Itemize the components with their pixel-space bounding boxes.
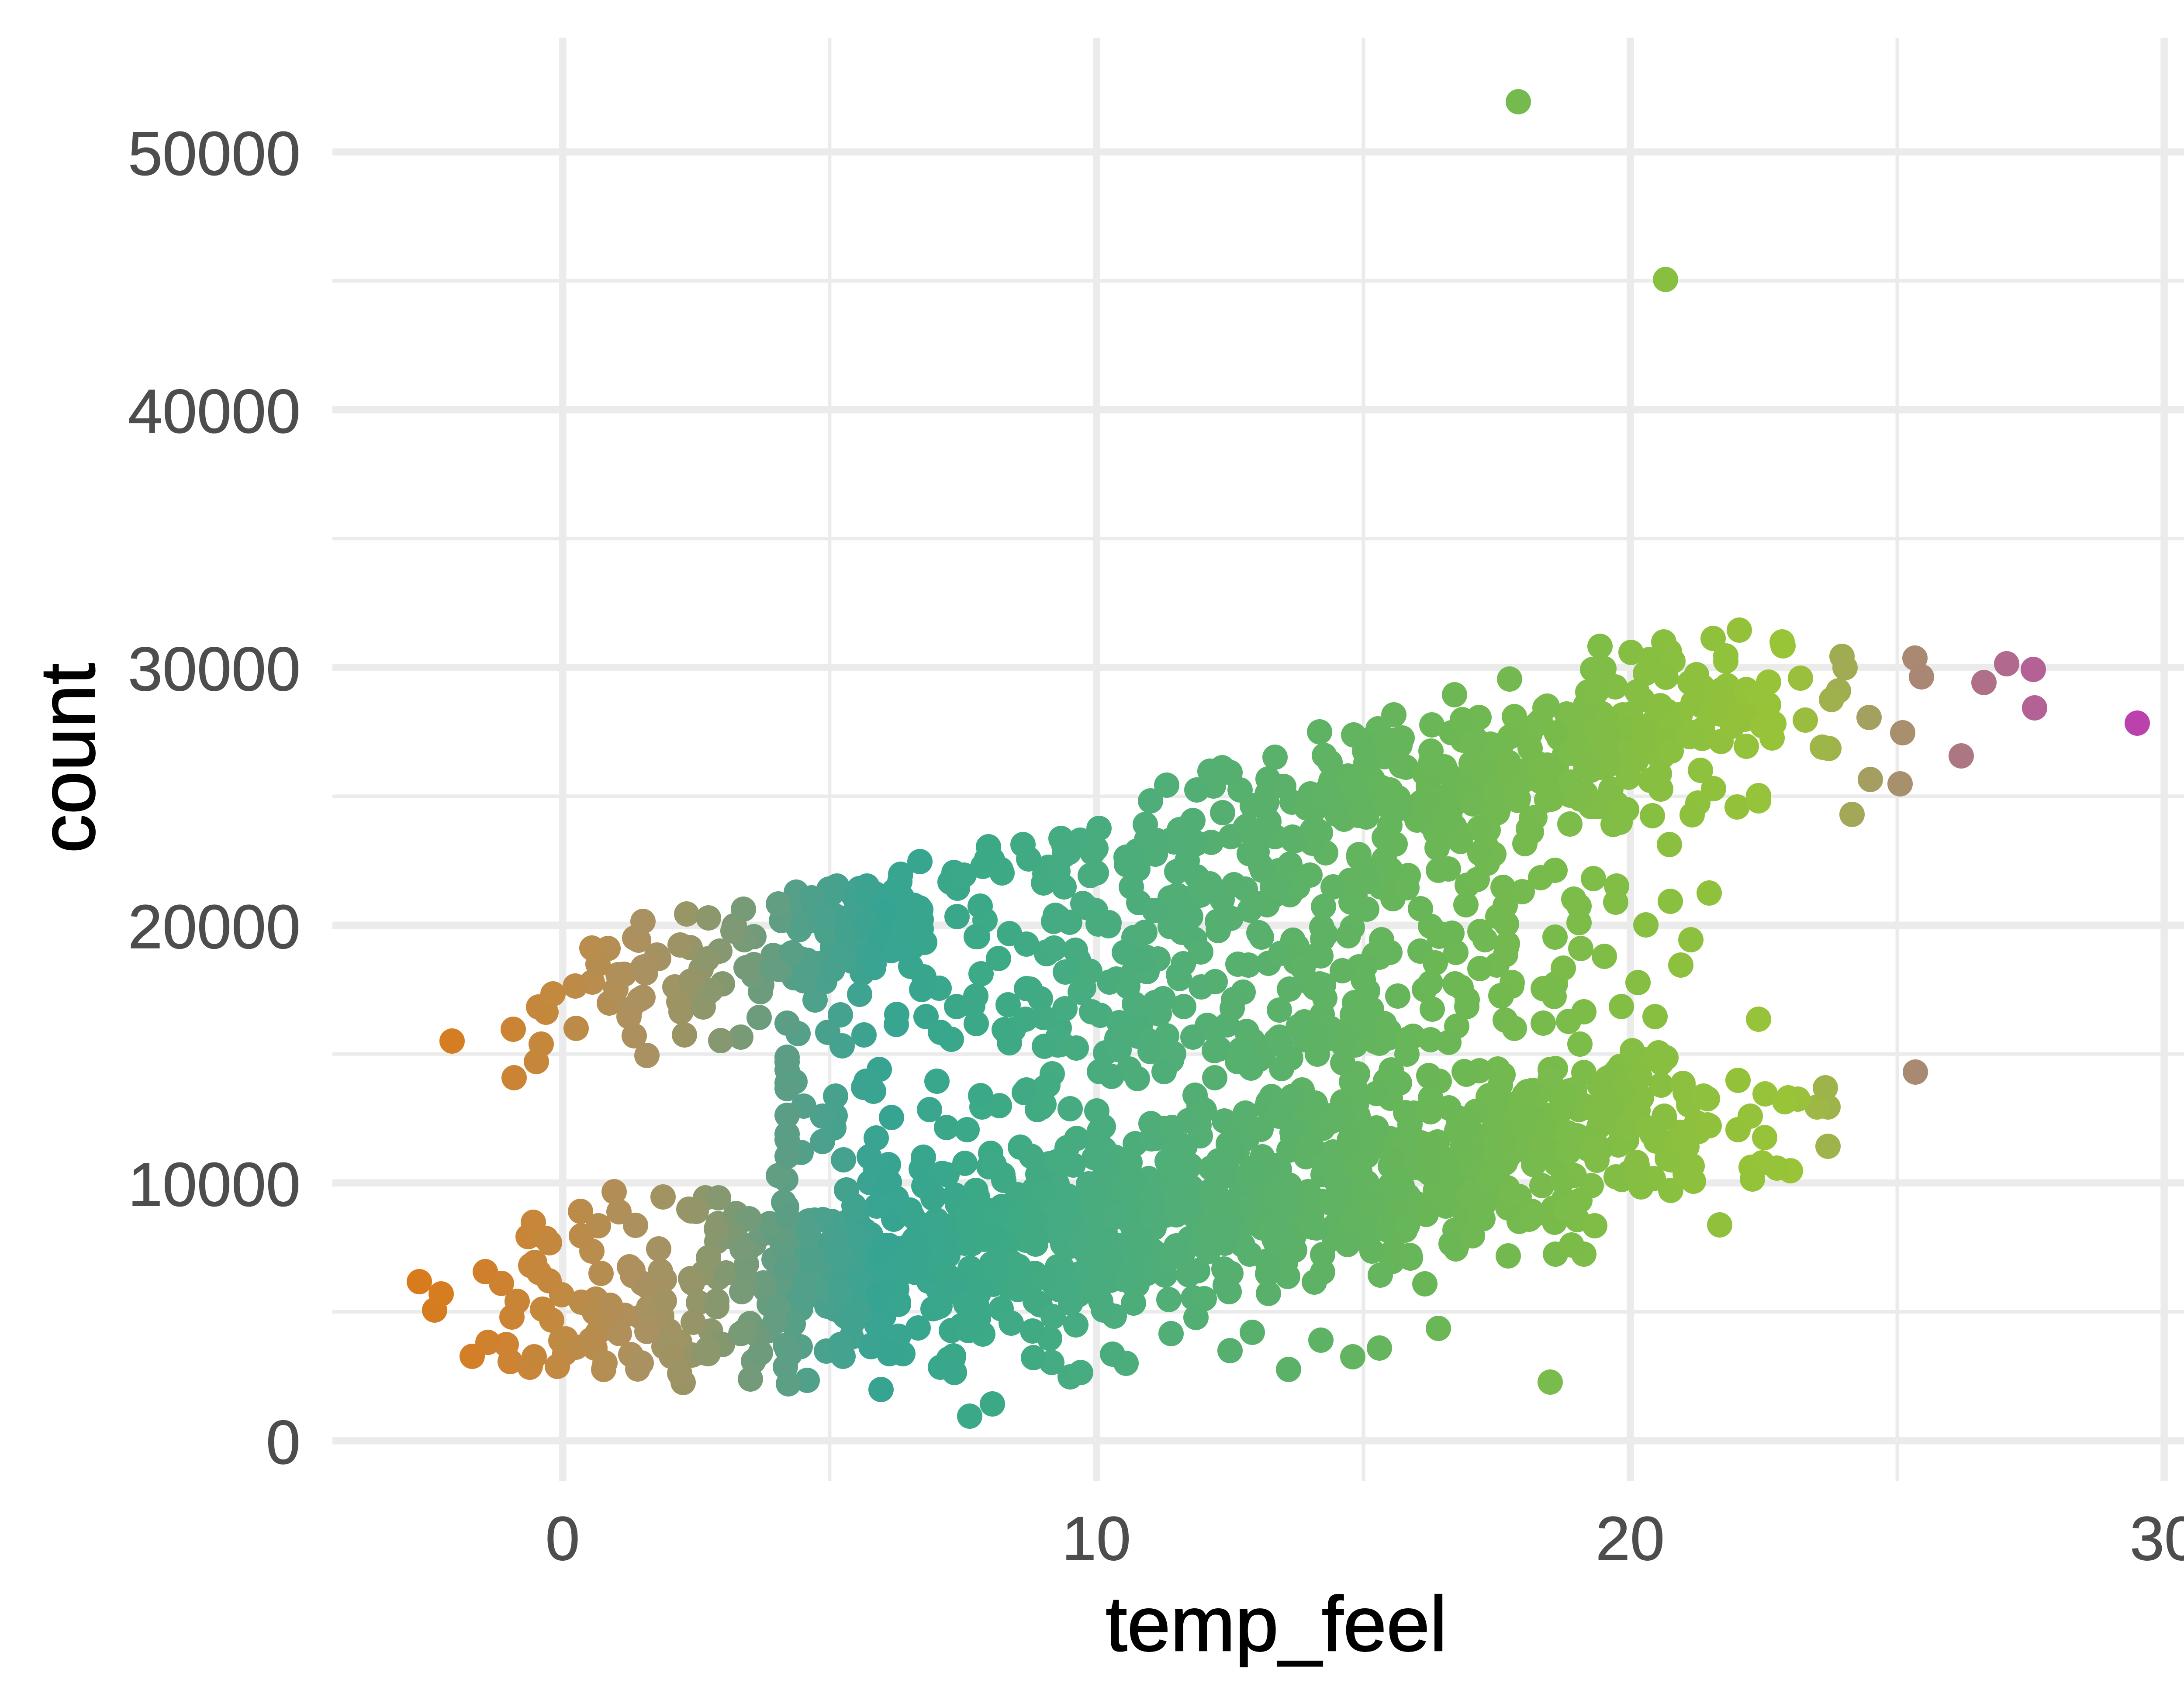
svg-text:count: count <box>24 663 111 853</box>
svg-text:30000: 30000 <box>128 634 301 704</box>
svg-text:0: 0 <box>546 1504 580 1573</box>
svg-text:40000: 40000 <box>128 377 301 446</box>
svg-text:10000: 10000 <box>128 1150 301 1219</box>
svg-text:20000: 20000 <box>128 892 301 962</box>
svg-text:0: 0 <box>266 1408 301 1477</box>
svg-text:temp_feel: temp_feel <box>1106 1580 1447 1667</box>
svg-text:10: 10 <box>1062 1504 1131 1573</box>
svg-text:50000: 50000 <box>128 119 301 188</box>
svg-text:20: 20 <box>1596 1504 1665 1573</box>
svg-text:30: 30 <box>2130 1504 2184 1573</box>
